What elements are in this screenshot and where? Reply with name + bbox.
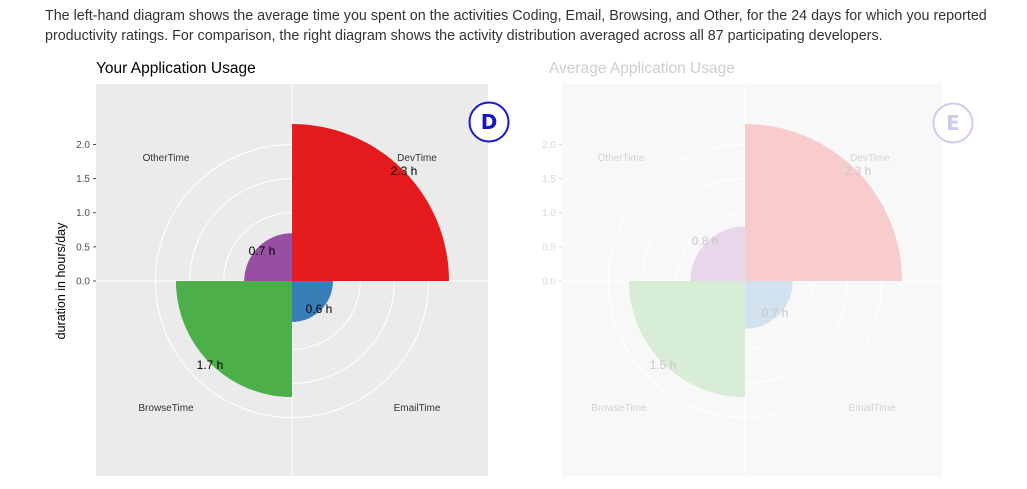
- left-data-label-browsetime: 1.7 h: [197, 358, 224, 372]
- right-data-label-othertime: 0.8 h: [692, 234, 719, 248]
- right-data-label-emailtime: 0.7 h: [762, 306, 789, 320]
- left-sector-emailtime: [292, 281, 333, 322]
- left-category-label-devtime: DevTime: [397, 153, 437, 164]
- right-grid-circle-3: [607, 143, 883, 419]
- average-usage-chart: 2.3 h 0.7 h 1.5 h 0.8 h DevTime EmailTime Brow…: [542, 84, 974, 476]
- left-data-label-devtime: 2.3 h: [391, 164, 418, 178]
- left-sector-browsetime: [175, 281, 292, 398]
- your-usage-chart: 2.3 h 0.6 h 1.7 h 0.7 h DevTime EmailTime Brow…: [54, 84, 510, 476]
- right-category-label-othertime: OtherTime: [598, 153, 645, 164]
- right-ytick-label-2: 1.0: [542, 208, 556, 219]
- right-ytick-label-0: 2.0: [542, 140, 556, 151]
- right-sector-devtime: [745, 124, 902, 281]
- right-grid-circle-0: [710, 246, 780, 316]
- right-sector-browsetime: [628, 281, 745, 398]
- intro-text: The left-hand diagram shows the average …: [45, 8, 987, 44]
- left-badge-circle: [468, 101, 510, 143]
- right-data-label-devtime: 2.3 h: [845, 164, 872, 178]
- right-ytick-label-4: 0.0: [542, 277, 556, 288]
- right-badge-letter: E: [946, 111, 960, 135]
- right-category-label-browsetime: BrowseTime: [591, 403, 647, 414]
- right-category-label-devtime: DevTime: [850, 153, 890, 164]
- right-grid-circle-2: [642, 178, 848, 384]
- right-ytick-label-1: 1.5: [542, 174, 556, 185]
- left-sector-othertime: [244, 233, 292, 281]
- right-category-label-emailtime: EmailTime: [849, 403, 896, 414]
- right-sector-emailtime: [745, 281, 793, 329]
- left-data-label-emailtime: 0.6 h: [306, 302, 333, 316]
- your-usage-chart-panel: Your Application Usage 2.3 h 0.6 h 1.7 h 0.…: [0, 56, 510, 489]
- left-sector-devtime: [292, 124, 449, 281]
- left-ytick-label-0: 2.0: [76, 140, 90, 151]
- left-badge-letter: D: [481, 110, 498, 134]
- right-ytick-label-3: 0.5: [542, 242, 556, 253]
- average-usage-chart-title: Average Application Usage: [549, 60, 735, 77]
- left-ylabel: duration in hours/day: [54, 222, 68, 339]
- left-ytick-label-1: 1.5: [76, 174, 90, 185]
- right-sector-othertime: [690, 226, 745, 281]
- left-ytick-label-2: 1.0: [76, 208, 90, 219]
- your-usage-chart-title: Your Application Usage: [96, 60, 256, 77]
- left-ytick-label-3: 0.5: [76, 242, 90, 253]
- left-data-label-othertime: 0.7 h: [249, 244, 276, 258]
- left-category-label-othertime: OtherTime: [143, 153, 190, 164]
- left-ytick-label-4: 0.0: [76, 277, 90, 288]
- right-badge-circle: [932, 102, 974, 144]
- left-category-label-browsetime: BrowseTime: [138, 403, 194, 414]
- right-data-label-browsetime: 1.5 h: [650, 358, 677, 372]
- right-plot-background: [562, 84, 942, 476]
- right-grid-circle-1: [676, 212, 814, 350]
- left-category-label-emailtime: EmailTime: [394, 403, 441, 414]
- average-usage-chart-panel: Average Application Usage 2.3 h 0.7 h 1.5 …: [505, 56, 1025, 489]
